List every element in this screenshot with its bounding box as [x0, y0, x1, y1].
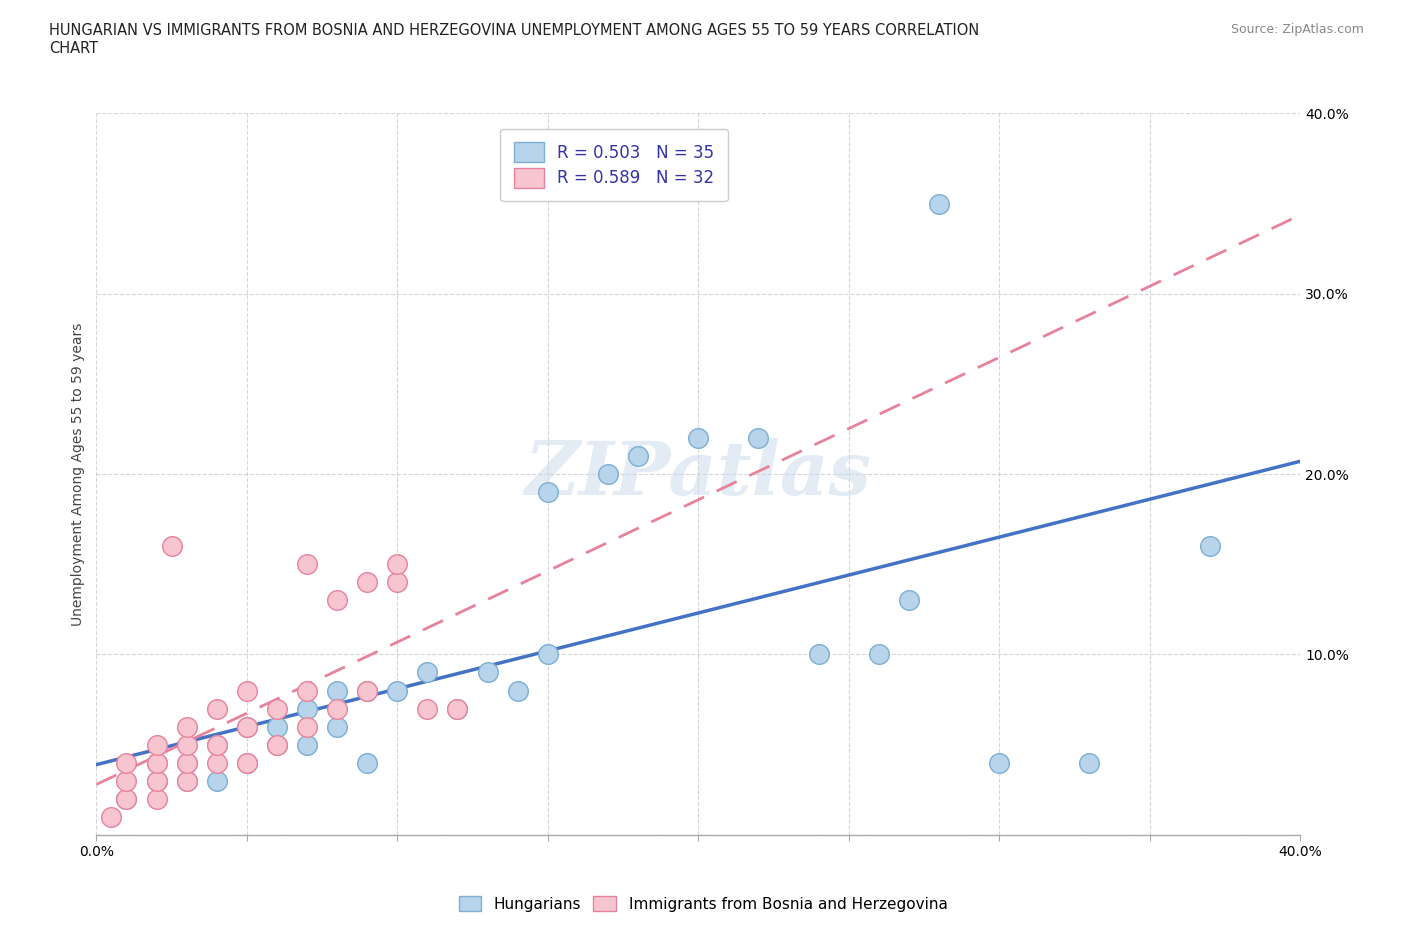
Point	[356, 684, 378, 698]
Point	[205, 737, 228, 752]
Point	[176, 773, 198, 788]
Point	[446, 701, 468, 716]
Point	[236, 719, 259, 734]
Point	[205, 737, 228, 752]
Point	[446, 701, 468, 716]
Point	[145, 773, 167, 788]
Point	[205, 755, 228, 770]
Point	[928, 196, 950, 211]
Point	[356, 575, 378, 590]
Point	[688, 431, 710, 445]
Point	[145, 755, 167, 770]
Text: HUNGARIAN VS IMMIGRANTS FROM BOSNIA AND HERZEGOVINA UNEMPLOYMENT AMONG AGES 55 T: HUNGARIAN VS IMMIGRANTS FROM BOSNIA AND …	[49, 23, 980, 56]
Point	[295, 557, 318, 572]
Point	[115, 773, 138, 788]
Point	[1198, 538, 1220, 553]
Point	[326, 719, 349, 734]
Point	[115, 791, 138, 806]
Legend: R = 0.503   N = 35, R = 0.589   N = 32: R = 0.503 N = 35, R = 0.589 N = 32	[501, 129, 727, 201]
Point	[416, 701, 439, 716]
Point	[295, 684, 318, 698]
Point	[176, 755, 198, 770]
Point	[537, 485, 560, 499]
Point	[205, 773, 228, 788]
Point	[115, 755, 138, 770]
Point	[176, 719, 198, 734]
Point	[416, 665, 439, 680]
Point	[236, 684, 259, 698]
Point	[1078, 755, 1101, 770]
Point	[176, 755, 198, 770]
Point	[145, 773, 167, 788]
Point	[160, 538, 183, 553]
Y-axis label: Unemployment Among Ages 55 to 59 years: Unemployment Among Ages 55 to 59 years	[72, 323, 86, 626]
Point	[988, 755, 1011, 770]
Point	[868, 647, 890, 662]
Point	[387, 575, 409, 590]
Legend: Hungarians, Immigrants from Bosnia and Herzegovina: Hungarians, Immigrants from Bosnia and H…	[453, 889, 953, 918]
Point	[295, 737, 318, 752]
Point	[100, 809, 122, 824]
Point	[387, 557, 409, 572]
Point	[115, 791, 138, 806]
Point	[145, 755, 167, 770]
Point	[176, 773, 198, 788]
Point	[326, 593, 349, 608]
Point	[236, 719, 259, 734]
Point	[596, 467, 619, 482]
Point	[266, 737, 288, 752]
Point	[477, 665, 499, 680]
Point	[387, 684, 409, 698]
Point	[537, 647, 560, 662]
Point	[176, 737, 198, 752]
Point	[205, 701, 228, 716]
Text: ZIPatlas: ZIPatlas	[524, 438, 872, 511]
Point	[145, 737, 167, 752]
Text: Source: ZipAtlas.com: Source: ZipAtlas.com	[1230, 23, 1364, 36]
Point	[295, 719, 318, 734]
Point	[627, 448, 650, 463]
Point	[506, 684, 529, 698]
Point	[747, 431, 769, 445]
Point	[326, 701, 349, 716]
Point	[295, 701, 318, 716]
Point	[236, 755, 259, 770]
Point	[326, 684, 349, 698]
Point	[236, 755, 259, 770]
Point	[266, 719, 288, 734]
Point	[356, 755, 378, 770]
Point	[266, 737, 288, 752]
Point	[266, 701, 288, 716]
Point	[807, 647, 830, 662]
Point	[356, 684, 378, 698]
Point	[897, 593, 920, 608]
Point	[145, 791, 167, 806]
